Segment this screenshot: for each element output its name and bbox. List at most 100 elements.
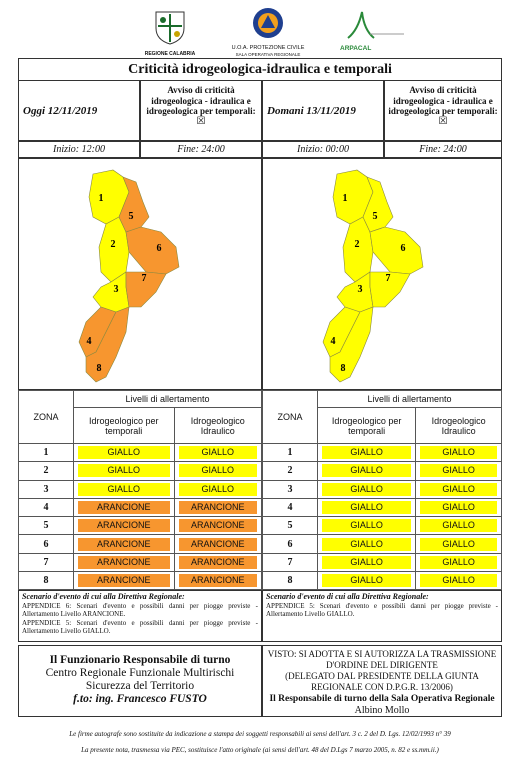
footer-line: Il Funzionario Responsabile di turno — [49, 654, 231, 666]
level: ARANCIONE — [178, 519, 257, 533]
level: ARANCIONE — [78, 501, 170, 515]
level: GIALLO — [78, 464, 170, 478]
map-zone-label: 1 — [99, 193, 104, 204]
footer-line: f.to: ing. Francesco FUSTO — [73, 693, 207, 705]
footer-line: (DELEGATO DAL PRESIDENTE DELLA GIUNTA — [285, 671, 479, 681]
map-zone-label: 4 — [87, 336, 92, 347]
zone-row: 3 GIALLO GIALLO — [18, 479, 263, 499]
zone-row: 2 GIALLO GIALLO — [262, 461, 502, 481]
level: GIALLO — [178, 446, 257, 460]
zone: 2 — [18, 461, 74, 481]
logo-regione-icon — [155, 11, 185, 45]
map-zone-label: 6 — [157, 243, 162, 254]
note: Le firme autografe sono sostituite da in… — [69, 730, 451, 738]
notice-cell: Avviso di criticità idrogeologica - idra… — [140, 80, 262, 141]
map-cell: 1 2 3 4 5 6 7 8 — [262, 158, 502, 390]
logo-label: ARPACAL — [340, 45, 372, 52]
zone-row: 5 ARANCIONE ARANCIONE — [18, 516, 263, 536]
column-header: ZONA — [262, 390, 318, 444]
group-header: Livelli di allertamento — [317, 390, 502, 408]
zone: 6 — [262, 534, 318, 554]
level: ARANCIONE — [178, 574, 257, 588]
level-cell: ARANCIONE — [173, 497, 263, 518]
column-header: ZONA — [18, 390, 74, 444]
start: Inizio: 00:00 — [262, 141, 384, 158]
map-zone-label: 8 — [341, 363, 346, 374]
header-row: ZONA Livelli di allertamento — [262, 390, 502, 444]
date: Domani 13/11/2019 — [262, 80, 384, 141]
map: 1 2 3 4 5 6 7 8 — [78, 169, 180, 383]
level-cell: GIALLO — [316, 571, 417, 591]
footer-line: Albino Mollo — [354, 705, 410, 716]
level-cell: ARANCIONE — [173, 571, 263, 591]
map-zone-label: 1 — [343, 193, 348, 204]
level-cell: ARANCIONE — [73, 516, 175, 536]
zone-row: 7 GIALLO GIALLO — [262, 552, 502, 573]
level: GIALLO — [322, 501, 412, 515]
footer-left: Il Funzionario Responsabile di turno Cen… — [18, 645, 262, 717]
zone-row: 7 ARANCIONE ARANCIONE — [18, 552, 263, 573]
level-cell: ARANCIONE — [173, 534, 263, 554]
zone: 4 — [18, 497, 74, 518]
map-cell: 1 2 3 4 5 6 7 8 — [18, 158, 262, 390]
level: GIALLO — [78, 446, 170, 460]
zone: 7 — [18, 552, 74, 573]
level-cell: GIALLO — [316, 497, 417, 518]
zone: 1 — [262, 442, 318, 463]
level: GIALLO — [420, 555, 497, 569]
level-cell: GIALLO — [415, 442, 502, 463]
footer-line: D'ORDINE DEL DIRIGENTE — [326, 660, 438, 670]
level: GIALLO — [420, 446, 497, 460]
notice: Avviso di criticità idrogeologica - idra… — [146, 85, 256, 116]
zone: 8 — [18, 571, 74, 591]
header-row: ZONA Livelli di allertamento — [18, 390, 262, 444]
scenario: Scenario d'evento di cui alla Direttiva … — [18, 590, 262, 642]
map-zone-label: 8 — [97, 363, 102, 374]
level: GIALLO — [420, 482, 497, 496]
map-zone-label: 5 — [129, 211, 134, 222]
scenario-line: APPENDICE 5: Scenari d'evento e possibil… — [22, 618, 258, 636]
map-zone-label: 4 — [331, 336, 336, 347]
level: GIALLO — [420, 501, 497, 515]
level: GIALLO — [178, 464, 257, 478]
level: GIALLO — [322, 464, 412, 478]
zone: 1 — [18, 442, 74, 463]
level: GIALLO — [322, 482, 412, 496]
zone: 5 — [18, 516, 74, 536]
level: GIALLO — [420, 574, 497, 588]
level-cell: GIALLO — [415, 571, 502, 591]
map-zone-label: 7 — [142, 273, 147, 284]
level: ARANCIONE — [78, 537, 170, 551]
checkbox: ☒ — [438, 115, 448, 127]
level-cell: ARANCIONE — [73, 552, 175, 573]
level-cell: GIALLO — [316, 479, 417, 499]
zone-row: 6 GIALLO GIALLO — [262, 534, 502, 554]
level-cell: GIALLO — [415, 497, 502, 518]
level-cell: ARANCIONE — [73, 534, 175, 554]
zone: 4 — [262, 497, 318, 518]
level-cell: GIALLO — [316, 534, 417, 554]
level-cell: GIALLO — [73, 442, 175, 463]
logo-arpacal-icon — [347, 11, 404, 39]
map-zone — [329, 306, 374, 383]
zone: 2 — [262, 461, 318, 481]
level-cell: GIALLO — [173, 442, 263, 463]
map-zone-label: 3 — [114, 284, 119, 295]
header-row: Idrogeologico per temporali Idrogeologico… — [19, 407, 263, 444]
logo-protezione: U.O.A. PROTEZIONE CIVILE SALA OPERATIVA … — [228, 6, 308, 57]
column-header: Idrogeologico per temporali — [73, 407, 175, 444]
level-cell: ARANCIONE — [173, 516, 263, 536]
level-cell: GIALLO — [415, 534, 502, 554]
level-cell: GIALLO — [316, 516, 417, 536]
notice: Avviso di criticità idrogeologica - idra… — [388, 85, 498, 116]
logo-regione: REGIONE CALABRIA — [145, 8, 195, 58]
level-cell: ARANCIONE — [73, 571, 175, 591]
level: GIALLO — [322, 555, 412, 569]
notice-cell: Avviso di criticità idrogeologica - idra… — [384, 80, 502, 141]
map-zone — [369, 226, 424, 275]
scenario-title: Scenario d'evento di cui alla Direttiva … — [266, 592, 429, 601]
map: 1 2 3 4 5 6 7 8 — [322, 169, 424, 383]
zone-row: 5 GIALLO GIALLO — [262, 516, 502, 536]
level-cell: GIALLO — [316, 461, 417, 481]
zone: 3 — [18, 479, 74, 499]
